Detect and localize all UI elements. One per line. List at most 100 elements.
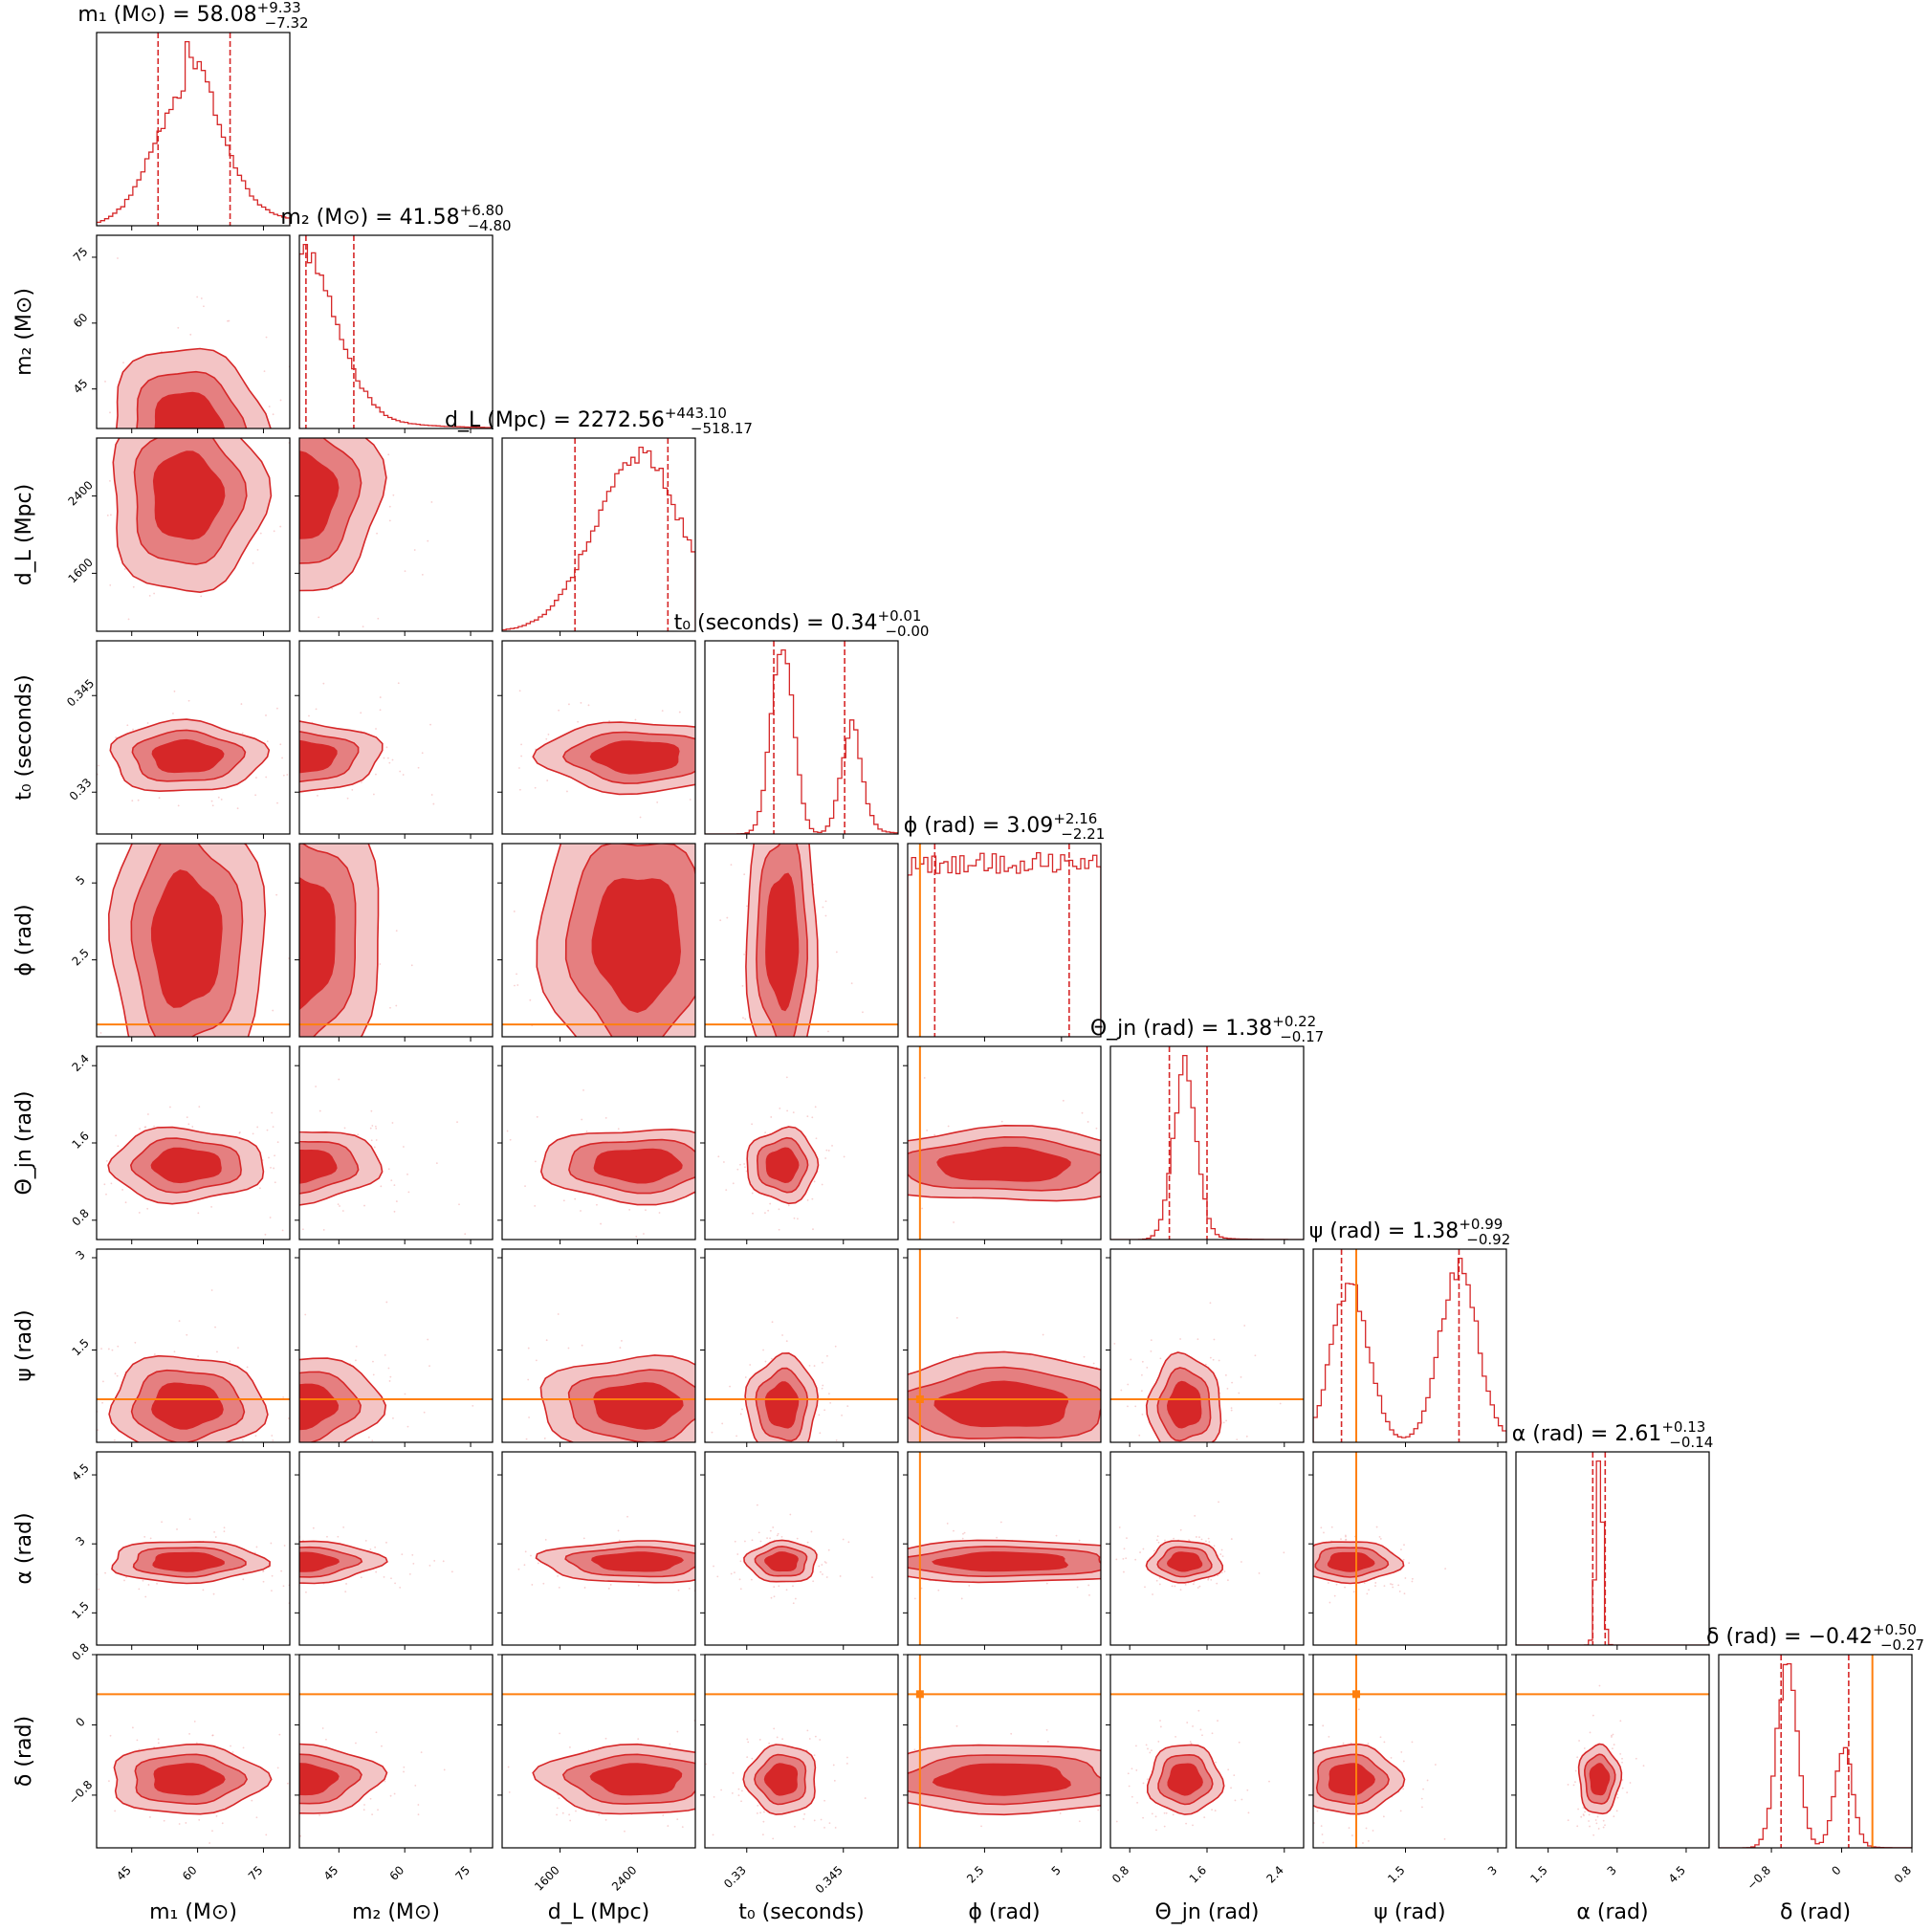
sample-point [1328,1582,1329,1584]
sample-point [403,1770,405,1773]
contour-level-3 [591,878,682,1013]
sample-point [1104,1757,1106,1759]
panel-frame [96,640,291,835]
sample-point [1115,1781,1117,1783]
sample-point [393,1792,396,1795]
sample-point [79,1385,81,1387]
sample-point [1219,1553,1222,1555]
sample-point [261,1127,263,1129]
sample-point [768,1742,771,1745]
sample-point [138,1748,141,1751]
sample-point [371,1439,374,1442]
sample-point [709,1184,711,1186]
sample-point [845,1423,846,1425]
sample-point [757,1804,759,1807]
sample-point [534,1204,537,1207]
sample-point [715,1758,717,1760]
sample-point [834,1345,837,1348]
sample-point [703,1127,705,1129]
sample-point [789,1513,792,1516]
sample-point [582,1089,584,1091]
sample-point [318,1813,320,1816]
sample-point [1145,1174,1147,1175]
sample-point [538,718,540,720]
sample-point [375,1139,378,1141]
panel-frame [298,1654,494,1849]
sample-point [744,1018,747,1021]
sample-point [1403,1592,1406,1595]
panel-content [261,1078,467,1236]
sample-point [736,1553,739,1555]
sample-point [1320,1825,1323,1828]
sample-point [1325,1167,1327,1169]
sample-point [254,1435,257,1438]
sample-point [1107,1785,1109,1787]
sample-point [1258,1572,1261,1574]
sample-point [1230,1787,1232,1789]
sample-point [1422,1788,1424,1790]
sample-point [812,1580,815,1583]
sample-point [1123,1570,1125,1573]
panel-frame [298,640,494,835]
sample-point [497,720,499,722]
sample-point [117,1145,120,1148]
sample-point [306,1469,308,1471]
sample-point [417,766,420,769]
sample-point [319,1489,321,1491]
sample-point [705,1763,708,1766]
sample-point [1262,1717,1263,1719]
sample-point [274,665,275,667]
y-tick-label: 2.5 [69,946,91,968]
sample-point [717,1532,719,1534]
sample-point [1284,1550,1285,1552]
sample-point [266,1391,268,1393]
title-m1: m₁ (M⊙) = 58.08+9.33 −7.32 [77,0,308,32]
sample-point [1411,1741,1414,1744]
sample-point [520,755,522,757]
x-axis-label-phi: ϕ (rad) [968,1900,1040,1924]
sample-point [124,1201,127,1204]
sample-point [1174,1585,1176,1588]
sample-point [819,1739,822,1741]
y-tick-label: 1.5 [69,1599,91,1621]
sample-point [894,1234,896,1236]
panel-frame [501,437,696,632]
sample-point [706,1142,708,1144]
sample-point [1306,1804,1307,1806]
sample-point [719,919,722,922]
sample-point [762,1820,765,1823]
panel-frame [501,843,696,1038]
sample-point [249,562,251,564]
y-tick-label: 0.345 [64,676,97,709]
sample-point [751,1539,754,1542]
y-axis-label-m2: m₂ (M⊙) [12,288,36,376]
sample-point [1142,1782,1145,1785]
sample-point [1142,1348,1144,1350]
sample-point [392,494,395,496]
sample-point [834,1771,836,1773]
sample-point [875,1101,877,1103]
x-tick-label: 0 [1829,1863,1843,1877]
sample-point [797,1218,799,1220]
sample-point [729,1385,731,1388]
sample-point [730,1572,733,1575]
sample-point [1128,1785,1131,1788]
sample-point [287,804,289,806]
sample-point [264,764,266,766]
x-tick-label: 2.4 [1264,1863,1286,1885]
sample-point [824,900,827,903]
sample-point [594,1489,596,1491]
hist-panel-phi [907,843,1102,1038]
sample-point [1621,1787,1624,1789]
sample-point [962,1532,964,1535]
sample-point [190,791,192,793]
sample-point [1121,1195,1123,1197]
sample-point [1211,1732,1214,1735]
sample-point [266,789,268,791]
sample-point [295,1403,296,1405]
injection-marker [915,1394,924,1403]
sample-point [242,1578,245,1581]
sample-point [270,1193,272,1195]
sample-point [297,1786,299,1788]
sample-point [324,424,326,426]
